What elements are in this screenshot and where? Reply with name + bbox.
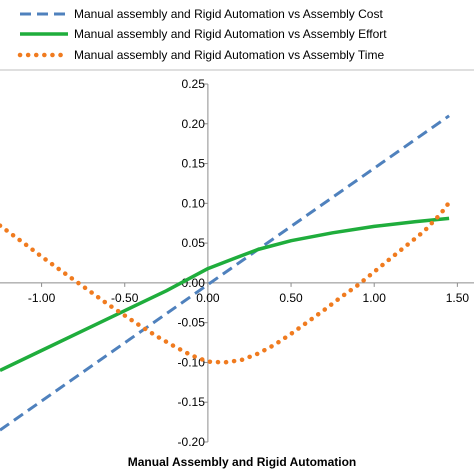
legend-label-assembly-effort: Manual assembly and Rigid Automation vs … bbox=[74, 27, 387, 41]
x-tick-label: -0.50 bbox=[111, 291, 139, 305]
x-tick-label: 0.50 bbox=[279, 291, 303, 305]
legend-label-assembly-cost: Manual assembly and Rigid Automation vs … bbox=[74, 7, 383, 21]
y-tick-label: -0.10 bbox=[178, 355, 206, 369]
legend-label-assembly-time: Manual assembly and Rigid Automation vs … bbox=[74, 48, 384, 62]
x-axis-title: Manual Assembly and Rigid Automation bbox=[128, 455, 356, 469]
y-tick-label: -0.15 bbox=[178, 395, 206, 409]
chart-series bbox=[0, 114, 452, 432]
series-line-assembly-effort bbox=[0, 216, 450, 372]
y-tick-label: 0.15 bbox=[182, 157, 206, 171]
y-tick-label: 0.25 bbox=[182, 77, 206, 91]
x-tick-label: 1.00 bbox=[363, 291, 387, 305]
y-tick-label: 0.10 bbox=[182, 196, 206, 210]
series-line-assembly-time bbox=[0, 200, 452, 365]
y-tick-label: -0.05 bbox=[178, 316, 206, 330]
x-tick-label: 0.00 bbox=[196, 291, 220, 305]
x-tick-label: -1.00 bbox=[28, 291, 56, 305]
chart-legend: Manual assembly and Rigid Automation vs … bbox=[17, 7, 387, 62]
y-tick-label: 0.20 bbox=[182, 117, 206, 131]
y-tick-label: 0.05 bbox=[182, 236, 206, 250]
series-line-assembly-cost bbox=[0, 114, 450, 432]
x-tick-label: 1.50 bbox=[446, 291, 470, 305]
y-tick-label: -0.20 bbox=[178, 435, 206, 449]
